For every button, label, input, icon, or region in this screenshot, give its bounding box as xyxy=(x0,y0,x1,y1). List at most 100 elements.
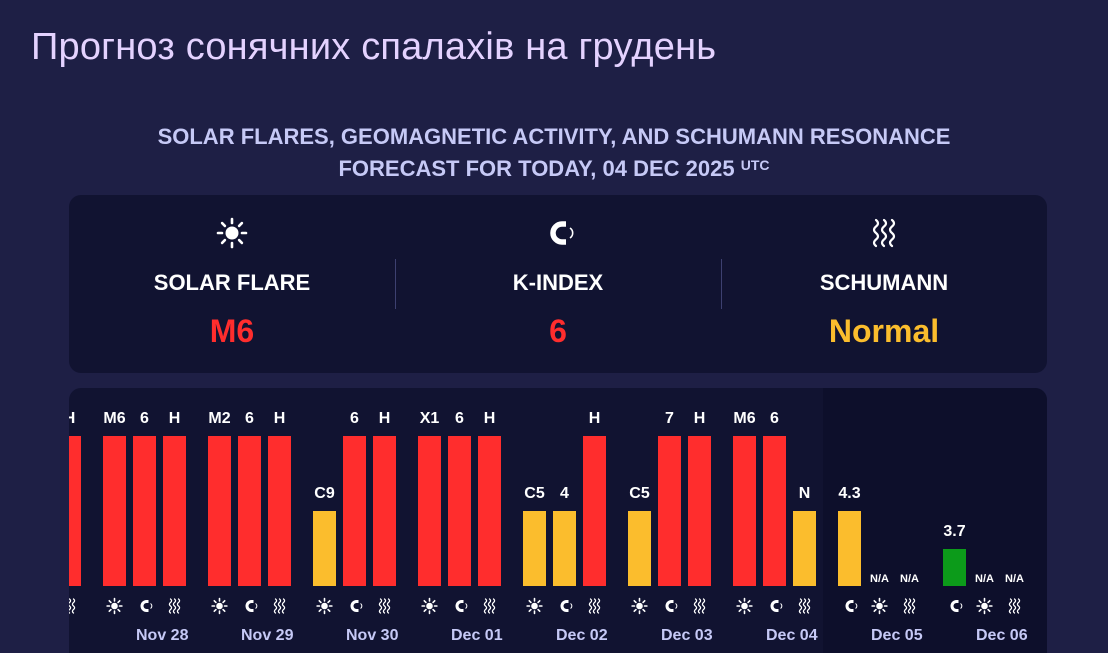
forecast-day-group[interactable]: 4.3 N/A N/A Dec 05 xyxy=(838,485,923,644)
bar-na-label: N/A xyxy=(870,573,889,585)
summary-label: SCHUMANN xyxy=(819,270,949,295)
waves-icon xyxy=(903,598,916,614)
magnet-icon xyxy=(140,600,153,612)
waves-icon xyxy=(588,598,601,614)
bar-value-label: M2 xyxy=(208,410,230,427)
forecast-bar-kindex[interactable] xyxy=(343,436,366,586)
waves-icon xyxy=(273,598,286,614)
waves-icon xyxy=(693,598,706,614)
forecast-day-label: Nov 29 xyxy=(241,627,294,644)
magnet-icon xyxy=(770,600,783,612)
summary-label: K-INDEX xyxy=(512,270,604,295)
summary-solar-flare: SOLAR FLARE M6 xyxy=(69,195,395,373)
bar-value-label: 6 xyxy=(455,410,464,427)
forecast-bar-kindex[interactable] xyxy=(763,436,786,586)
bar-value-label: H xyxy=(169,410,181,427)
sun-icon xyxy=(871,597,888,615)
forecast-day-group[interactable]: X1 6 H Dec 01 xyxy=(418,410,503,644)
forecast-day-group[interactable]: M2 6 H Nov 29 xyxy=(208,410,294,644)
bar-value-label: X1 xyxy=(420,410,440,427)
forecast-bar-kindex[interactable] xyxy=(943,549,966,586)
forecast-day-group[interactable]: M6 6 H Nov 28 xyxy=(103,410,189,644)
forecast-day-group[interactable]: C5 7 H Dec 03 xyxy=(628,410,713,644)
sun-icon xyxy=(106,597,123,615)
sun-icon xyxy=(976,597,993,615)
summary-value: M6 xyxy=(209,313,255,349)
bar-value-label: M6 xyxy=(733,410,755,427)
bar-value-label: 7 xyxy=(665,410,674,427)
forecast-bar-kindex[interactable] xyxy=(133,436,156,586)
forecast-bar-schumann[interactable] xyxy=(268,436,291,586)
daily-forecast-chart[interactable]: H M6 6 H Nov 28 M2 6 H Nov 29 C9 6 H Nov 30 X1 6 H Dec 0… xyxy=(69,388,1047,653)
forecast-day-label: Dec 05 xyxy=(871,627,923,644)
forecast-bar-schumann[interactable] xyxy=(583,436,606,586)
sun-icon xyxy=(316,597,333,615)
forecast-bar-kindex[interactable] xyxy=(838,511,861,586)
forecast-subtitle: SOLAR FLARES, GEOMAGNETIC ACTIVITY, AND … xyxy=(0,121,1108,185)
forecast-bar-flare[interactable] xyxy=(733,436,756,586)
magnet-icon xyxy=(245,600,258,612)
forecast-bar-kindex[interactable] xyxy=(658,436,681,586)
forecast-bar-kindex[interactable] xyxy=(448,436,471,586)
summary-value: 6 xyxy=(549,313,567,349)
bar-value-label: 4.3 xyxy=(838,485,860,502)
forecast-day-group[interactable]: C9 6 H Nov 30 xyxy=(313,410,399,644)
forecast-bar-flare[interactable] xyxy=(313,511,336,586)
bar-value-label: 6 xyxy=(350,410,359,427)
sun-icon xyxy=(631,597,648,615)
bar-value-label: C9 xyxy=(314,485,335,502)
summary-value: Normal xyxy=(828,313,940,349)
forecast-day-group[interactable]: H xyxy=(69,410,81,586)
summary-schumann: SCHUMANN Normal xyxy=(721,195,1047,373)
forecast-bar-schumann[interactable] xyxy=(793,511,816,586)
bar-value-label: H xyxy=(484,410,496,427)
forecast-day-group[interactable]: 3.7 N/A N/A Dec 06 xyxy=(943,523,1028,644)
forecast-bar-kindex[interactable] xyxy=(238,436,261,586)
waves-icon xyxy=(69,598,76,614)
forecast-day-label: Dec 04 xyxy=(766,627,818,644)
forecast-bar-schumann[interactable] xyxy=(478,436,501,586)
waves-icon xyxy=(378,598,391,614)
forecast-bar-flare[interactable] xyxy=(418,436,441,586)
forecast-bar-schumann[interactable] xyxy=(373,436,396,586)
bar-value-label: H xyxy=(274,410,286,427)
forecast-bar-schumann[interactable] xyxy=(69,436,81,586)
forecast-day-label: Dec 03 xyxy=(661,627,713,644)
forecast-bar-flare[interactable] xyxy=(103,436,126,586)
forecast-day-group[interactable]: M6 6 N Dec 04 xyxy=(733,410,818,644)
forecast-bars-svg: H M6 6 H Nov 28 M2 6 H Nov 29 C9 6 H Nov 30 X1 6 H Dec 0… xyxy=(69,410,1028,644)
bar-na-label: N/A xyxy=(1005,573,1024,585)
bar-value-label: C5 xyxy=(524,485,545,502)
forecast-bar-flare[interactable] xyxy=(523,511,546,586)
bar-na-label: N/A xyxy=(900,573,919,585)
sun-icon xyxy=(421,597,438,615)
bar-value-label: M6 xyxy=(103,410,125,427)
subtitle-line-2: FORECAST FOR TODAY, 04 DEC 2025 UTC xyxy=(0,153,1108,185)
summary-k-index: K-INDEX 6 xyxy=(395,195,721,373)
magnet-icon xyxy=(845,600,858,612)
magnet-icon xyxy=(560,600,573,612)
bar-value-label: 3.7 xyxy=(943,523,965,540)
sun-icon xyxy=(526,597,543,615)
forecast-bar-schumann[interactable] xyxy=(688,436,711,586)
forecast-day-label: Dec 02 xyxy=(556,627,608,644)
magnet-icon xyxy=(950,600,963,612)
forecast-day-group[interactable]: C5 4 H Dec 02 xyxy=(523,410,608,644)
page-title: Прогноз сонячних спалахів на грудень xyxy=(31,26,717,68)
magnet-icon xyxy=(665,600,678,612)
waves-icon xyxy=(798,598,811,614)
magnet-icon xyxy=(350,600,363,612)
subtitle-line-1: SOLAR FLARES, GEOMAGNETIC ACTIVITY, AND … xyxy=(157,124,951,149)
bar-value-label: 6 xyxy=(140,410,149,427)
subtitle-date: FORECAST FOR TODAY, 04 DEC 2025 xyxy=(338,156,735,181)
forecast-day-label: Dec 01 xyxy=(451,627,503,644)
bar-value-label: 4 xyxy=(560,485,569,502)
bar-value-label: N xyxy=(799,485,811,502)
forecast-bar-flare[interactable] xyxy=(208,436,231,586)
bar-value-label: C5 xyxy=(629,485,650,502)
forecast-bar-kindex[interactable] xyxy=(553,511,576,586)
bar-na-label: N/A xyxy=(975,573,994,585)
forecast-bar-schumann[interactable] xyxy=(163,436,186,586)
forecast-bar-flare[interactable] xyxy=(628,511,651,586)
bar-value-label: H xyxy=(69,410,75,427)
